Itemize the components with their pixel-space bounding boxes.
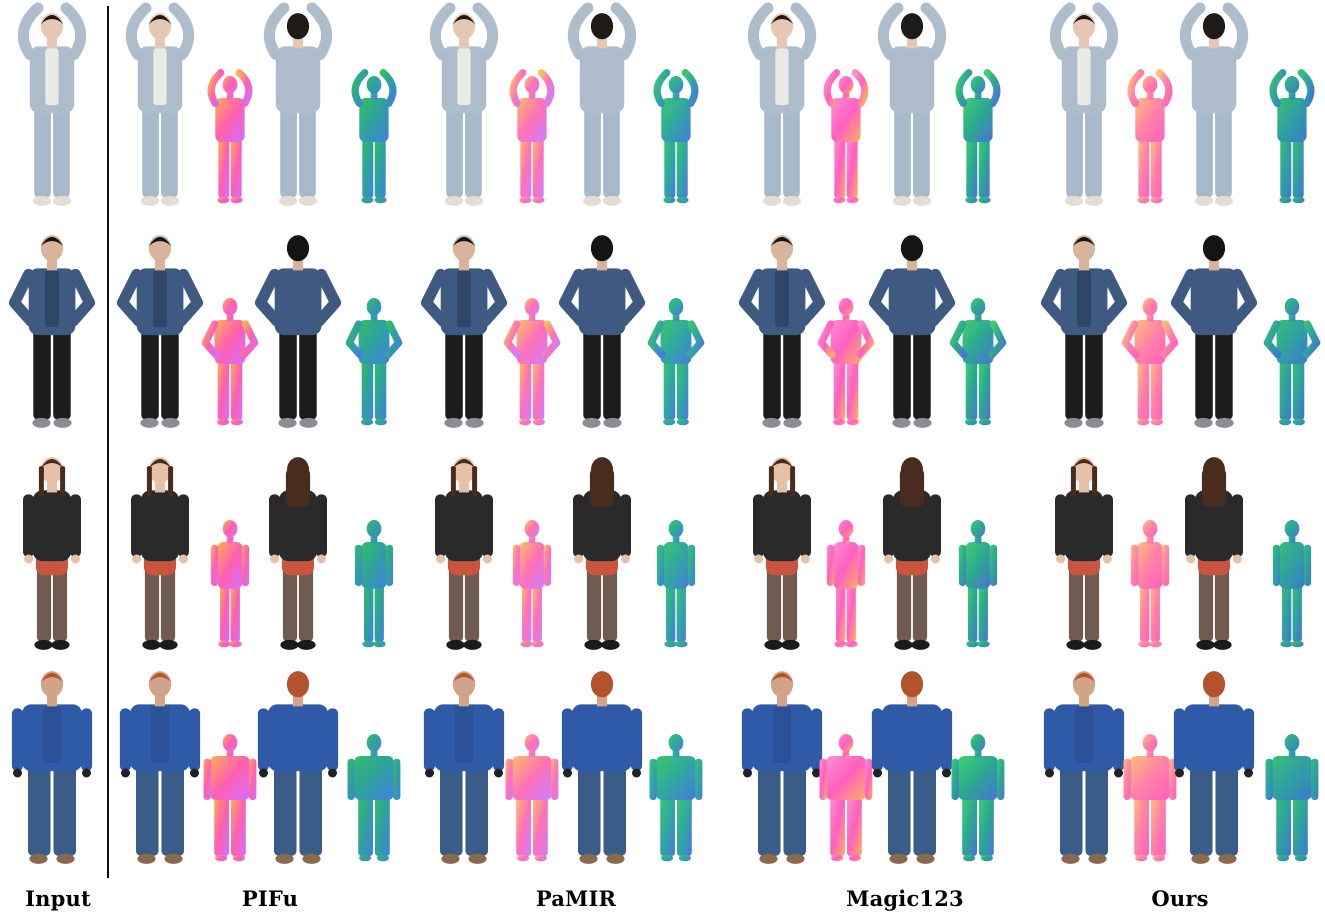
ours-front-render-man-patterned-jacket <box>1040 235 1128 428</box>
pifu-front-normal-man-patterned-jacket <box>201 298 259 426</box>
pifu-back-render-person-blue-parka <box>257 671 339 864</box>
pamir-back-normal-person-blue-parka <box>649 734 703 862</box>
magic123-front-normal-woman-denim-jacket <box>823 69 869 204</box>
input-photo-woman-red-dress <box>23 457 81 650</box>
ours-front-normal-person-blue-parka <box>1123 734 1177 862</box>
pifu-back-normal-woman-red-dress <box>354 520 394 648</box>
magic123-back-normal-woman-red-dress <box>958 520 998 648</box>
magic123-back-render-woman-denim-jacket <box>877 2 947 206</box>
pifu-front-render-woman-denim-jacket <box>125 2 195 206</box>
input-photo-woman-denim-jacket <box>17 2 87 206</box>
pifu-back-render-woman-red-dress <box>269 457 327 650</box>
pifu-front-normal-person-blue-parka <box>203 734 257 862</box>
ours-front-normal-woman-denim-jacket <box>1127 69 1173 204</box>
ours-back-normal-man-patterned-jacket <box>1263 298 1321 426</box>
ours-front-render-woman-red-dress <box>1055 457 1113 650</box>
pamir-back-render-woman-denim-jacket <box>567 2 637 206</box>
pifu-front-normal-woman-red-dress <box>210 520 250 648</box>
pamir-back-normal-man-patterned-jacket <box>647 298 705 426</box>
magic123-back-normal-woman-denim-jacket <box>955 69 1001 204</box>
pamir-back-render-woman-red-dress <box>573 457 631 650</box>
ours-back-normal-woman-denim-jacket <box>1269 69 1315 204</box>
column-divider <box>107 6 109 878</box>
pifu-front-render-woman-red-dress <box>131 457 189 650</box>
ours-back-render-woman-red-dress <box>1185 457 1243 650</box>
pamir-back-normal-woman-denim-jacket <box>653 69 699 204</box>
pamir-front-normal-man-patterned-jacket <box>503 298 561 426</box>
magic123-back-normal-person-blue-parka <box>951 734 1005 862</box>
pifu-back-render-woman-denim-jacket <box>263 2 333 206</box>
magic123-back-render-man-patterned-jacket <box>868 235 956 428</box>
pifu-back-normal-man-patterned-jacket <box>345 298 403 426</box>
pifu-front-render-person-blue-parka <box>119 671 201 864</box>
input-photo-man-patterned-jacket <box>8 235 96 428</box>
pifu-front-normal-woman-denim-jacket <box>207 69 253 204</box>
magic123-front-normal-woman-red-dress <box>826 520 866 648</box>
ours-back-render-person-blue-parka <box>1173 671 1255 864</box>
pamir-front-normal-person-blue-parka <box>505 734 559 862</box>
magic123-front-normal-person-blue-parka <box>819 734 873 862</box>
ours-front-render-woman-denim-jacket <box>1049 2 1119 206</box>
magic123-front-render-person-blue-parka <box>741 671 823 864</box>
pamir-front-normal-woman-red-dress <box>512 520 552 648</box>
ours-back-normal-woman-red-dress <box>1272 520 1312 648</box>
pamir-back-normal-woman-red-dress <box>656 520 696 648</box>
input-photo-person-blue-parka <box>11 671 93 864</box>
ours-back-render-woman-denim-jacket <box>1179 2 1249 206</box>
ours-back-render-man-patterned-jacket <box>1170 235 1258 428</box>
ours-front-render-person-blue-parka <box>1043 671 1125 864</box>
pifu-back-normal-woman-denim-jacket <box>351 69 397 204</box>
magic123-back-render-person-blue-parka <box>871 671 953 864</box>
pamir-front-render-person-blue-parka <box>423 671 505 864</box>
pifu-back-normal-person-blue-parka <box>347 734 401 862</box>
magic123-back-render-woman-red-dress <box>883 457 941 650</box>
label-magic123: Magic123 <box>846 886 964 911</box>
magic123-front-render-man-patterned-jacket <box>738 235 826 428</box>
magic123-front-render-woman-red-dress <box>753 457 811 650</box>
label-pifu: PIFu <box>241 886 299 911</box>
magic123-front-normal-man-patterned-jacket <box>817 298 875 426</box>
magic123-back-normal-man-patterned-jacket <box>949 298 1007 426</box>
ours-front-normal-woman-red-dress <box>1130 520 1170 648</box>
label-ours: Ours <box>1151 886 1209 911</box>
pifu-front-render-man-patterned-jacket <box>116 235 204 428</box>
pamir-front-render-woman-red-dress <box>435 457 493 650</box>
pamir-front-render-man-patterned-jacket <box>420 235 508 428</box>
pamir-back-render-person-blue-parka <box>561 671 643 864</box>
figure-canvas <box>8 2 1321 864</box>
magic123-front-render-woman-denim-jacket <box>747 2 817 206</box>
ours-back-normal-person-blue-parka <box>1265 734 1319 862</box>
ours-front-normal-man-patterned-jacket <box>1121 298 1179 426</box>
label-pamir: PaMIR <box>535 886 617 911</box>
pamir-back-render-man-patterned-jacket <box>558 235 646 428</box>
pamir-front-normal-woman-denim-jacket <box>509 69 555 204</box>
pamir-front-render-woman-denim-jacket <box>429 2 499 206</box>
pifu-back-render-man-patterned-jacket <box>254 235 342 428</box>
label-input: Input <box>25 886 91 911</box>
